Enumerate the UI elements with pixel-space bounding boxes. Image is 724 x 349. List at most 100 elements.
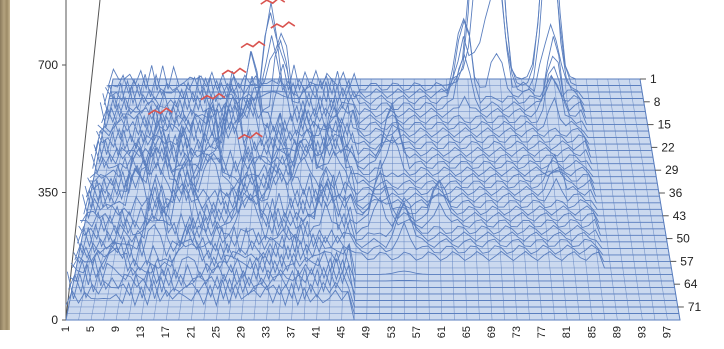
floor-grid-line <box>639 78 681 321</box>
surface-row-line <box>79 150 669 249</box>
y-tick-label: 36 <box>669 186 683 200</box>
surface-row-line <box>113 0 640 80</box>
surface-row-line <box>92 120 658 184</box>
floor-grid-line <box>478 78 493 321</box>
surface-row-line <box>80 127 667 243</box>
y-tick-label: 71 <box>688 300 702 314</box>
floor-grid-line <box>413 78 418 321</box>
x-tick-label: 69 <box>486 326 498 338</box>
y-tick-label: 64 <box>684 277 698 291</box>
surface-row-line <box>107 17 645 106</box>
surface-row-line <box>96 94 655 165</box>
surface-row-line <box>65 279 680 321</box>
x-tick-label: 41 <box>311 326 323 338</box>
x-tick-label: 9 <box>110 326 122 332</box>
peak-highlight <box>200 92 226 101</box>
surface-row-line <box>103 12 648 126</box>
x-tick-label: 17 <box>160 326 172 338</box>
x-tick-label: 1 <box>60 326 72 332</box>
surface-row-line <box>72 222 675 288</box>
y-tick-label: 43 <box>673 209 687 223</box>
floor-grid-line <box>435 78 443 321</box>
surface-row-line <box>75 178 672 269</box>
floor-grid-line <box>532 78 555 321</box>
x-tick-label: 33 <box>260 326 272 338</box>
x-tick-label: 73 <box>511 326 523 338</box>
surface-row-line <box>111 0 642 86</box>
z-axis-depth-line <box>65 0 101 321</box>
surface-row-line <box>82 125 666 236</box>
floor-grid-line <box>456 78 468 321</box>
peak-highlight <box>221 67 247 76</box>
floor-grid-line <box>467 78 480 321</box>
surface-row-line <box>99 75 651 145</box>
floor-grid-line <box>391 78 393 321</box>
surface-row-line <box>85 112 663 217</box>
peak-highlight <box>260 0 286 5</box>
x-tick-label: 77 <box>536 326 548 338</box>
x-tick-label: 81 <box>561 326 573 338</box>
floor-grid-line <box>403 78 405 321</box>
surface-row-line <box>102 32 649 132</box>
floor-grid-line <box>424 78 430 321</box>
surface-row-line <box>78 195 670 256</box>
floor-grid-line <box>618 78 656 321</box>
z-tick-label: 350 <box>38 186 58 200</box>
peak-highlight <box>240 40 266 49</box>
floor-grid-line <box>521 78 543 321</box>
x-tick-label: 13 <box>135 326 147 338</box>
surface-row-line <box>70 238 676 295</box>
y-tick-label: 57 <box>680 254 694 268</box>
background-stone-strip <box>0 0 10 330</box>
surface-row-line <box>105 2 647 119</box>
floor-grid-line <box>499 78 518 321</box>
peak-highlight <box>270 21 296 29</box>
x-tick-label: 89 <box>611 326 623 338</box>
surface-row-line <box>89 105 660 197</box>
floor-grid-line <box>607 78 643 321</box>
x-tick-label: 85 <box>586 326 598 338</box>
y-tick-label: 50 <box>676 232 690 246</box>
z-tick-label: 0 <box>51 313 58 327</box>
peak-highlight <box>147 107 173 115</box>
surface-row-line <box>74 223 673 275</box>
floor-grid-line <box>564 78 593 321</box>
x-tick-label: 53 <box>386 326 398 338</box>
x-tick-label: 45 <box>336 326 348 338</box>
surface-row-line <box>106 19 646 113</box>
floor-grid-line <box>241 78 264 321</box>
y-tick-label: 1 <box>650 72 657 86</box>
x-tick-label: 5 <box>85 326 97 332</box>
floor-grid-line <box>228 78 254 321</box>
x-tick-label: 93 <box>636 326 648 338</box>
x-tick-label: 37 <box>286 326 298 338</box>
floor-grid-line <box>542 78 568 321</box>
y-tick-label: 29 <box>665 163 679 177</box>
floor-grid-line <box>585 78 618 321</box>
floor-grid-line <box>316 78 329 321</box>
floor-grid-line <box>628 78 668 321</box>
surface-row-line <box>68 264 678 308</box>
x-tick-label: 29 <box>235 326 247 338</box>
surface-row-line <box>66 270 679 314</box>
surface-row-line <box>97 51 653 158</box>
floor-grid-line <box>575 78 606 321</box>
y-tick-label: 15 <box>658 118 672 132</box>
floor-grid-line <box>278 78 297 321</box>
floor-grid-line <box>366 78 372 321</box>
peak-highlight <box>237 131 263 140</box>
x-tick-label: 49 <box>361 326 373 338</box>
x-tick-label: 65 <box>461 326 473 338</box>
x-tick-label: 97 <box>661 326 673 338</box>
floor-grid-line <box>510 78 530 321</box>
x-tick-label: 21 <box>185 326 197 338</box>
floor-grid-line <box>446 78 455 321</box>
y-tick-label: 8 <box>654 95 661 109</box>
floor-grid-line <box>489 78 505 321</box>
surface-row-line <box>84 122 664 223</box>
surface-row-line <box>98 51 652 152</box>
surface-row-line <box>88 94 661 204</box>
x-tick-label: 25 <box>210 326 222 338</box>
